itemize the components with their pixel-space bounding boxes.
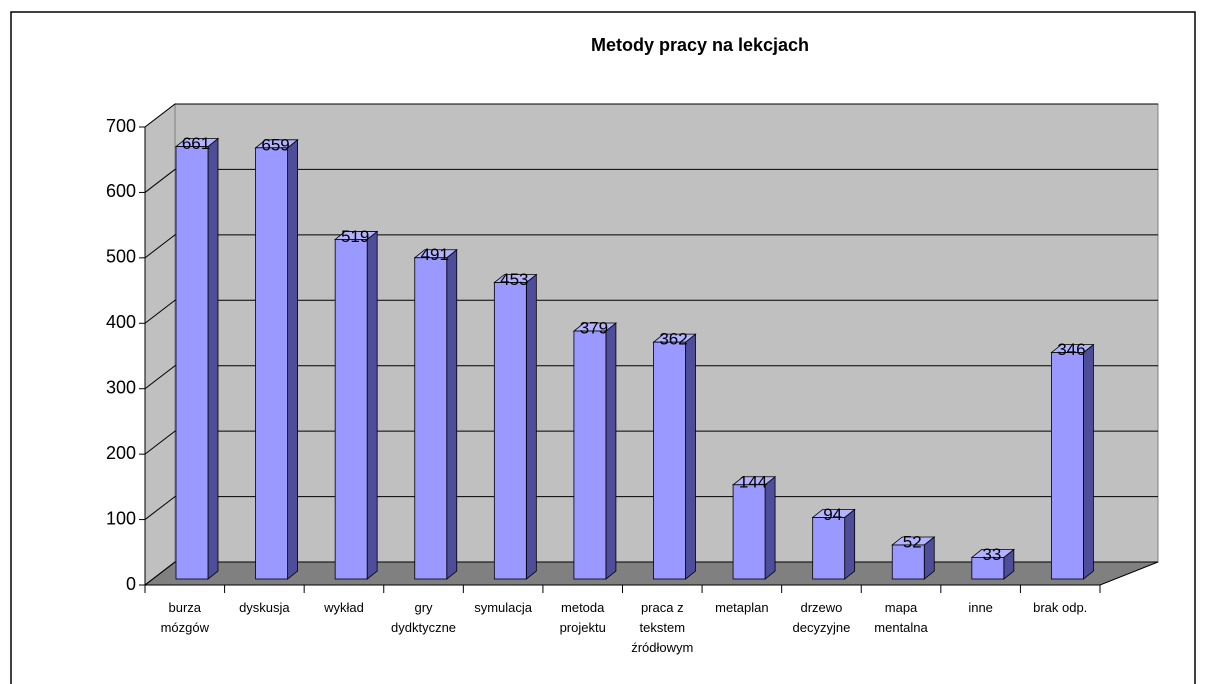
bar — [573, 330, 607, 580]
y-tick-label: 100 — [106, 508, 136, 528]
y-tick-label: 200 — [106, 443, 136, 463]
x-tick-label: symulacja — [474, 600, 533, 615]
grid-line — [144, 299, 1158, 324]
value-label: 519 — [341, 227, 369, 246]
grid-line — [144, 365, 1158, 390]
bar-side — [685, 333, 696, 580]
bar — [1051, 352, 1084, 580]
value-label: 346 — [1057, 340, 1085, 359]
y-tick-label: 600 — [106, 181, 136, 201]
x-tick-label: metoda projektu — [559, 600, 606, 635]
value-label: 379 — [580, 319, 608, 338]
x-tick-label: inne — [968, 600, 993, 615]
y-tick-label: 300 — [106, 377, 136, 397]
x-tick-label: drzewo decyzyjne — [792, 600, 851, 635]
bar — [175, 146, 209, 580]
bar — [493, 282, 527, 580]
x-tick-label: wykład — [324, 600, 364, 615]
value-label: 94 — [823, 505, 842, 524]
bar-side — [287, 138, 298, 580]
value-label: 453 — [500, 270, 528, 289]
bar-side — [764, 475, 776, 580]
x-tick-label: dyskusja — [239, 600, 290, 615]
bar — [732, 484, 766, 580]
grid-line — [144, 234, 1158, 259]
bar-side — [366, 230, 378, 580]
bar-side — [1083, 343, 1094, 580]
x-tick-label: brak odp. — [1033, 600, 1088, 615]
bar-side — [605, 322, 617, 580]
bar — [891, 544, 925, 580]
bar — [334, 239, 368, 580]
x-tick-label: metaplan — [715, 600, 769, 615]
y-tick-label: 700 — [106, 116, 136, 136]
bar-side — [207, 137, 219, 580]
bar-side — [446, 248, 458, 580]
value-label: 52 — [903, 532, 922, 551]
x-tick-label: mapa mentalna — [874, 600, 928, 635]
bar — [812, 517, 846, 580]
bar — [255, 147, 288, 580]
value-label: 362 — [659, 330, 687, 349]
grid-line — [144, 103, 1158, 128]
grid-line — [144, 496, 1158, 520]
grid-line — [144, 168, 1158, 193]
y-tick-label: 500 — [106, 247, 136, 267]
x-tick-label: burza mózgów — [160, 600, 209, 635]
bar — [653, 341, 686, 580]
value-label: 33 — [982, 545, 1001, 564]
chart-title: Metody pracy na lekcjach — [591, 35, 809, 55]
y-tick-label: 400 — [106, 312, 136, 332]
value-label: 659 — [261, 135, 289, 154]
bar — [971, 557, 1005, 580]
value-label: 144 — [739, 472, 767, 491]
side-wall — [144, 102, 176, 587]
frame — [10, 11, 1196, 684]
x-tick-label: praca z tekstem źródłowym — [631, 600, 694, 655]
x-tick-label: gry dydktyczne — [391, 600, 457, 635]
bar — [414, 257, 448, 580]
bar-side — [525, 273, 537, 580]
grid-line — [144, 430, 1158, 455]
y-tick-label: 0 — [126, 574, 136, 594]
bar-side — [844, 508, 856, 580]
value-label: 491 — [421, 245, 449, 264]
value-label: 661 — [182, 134, 210, 153]
